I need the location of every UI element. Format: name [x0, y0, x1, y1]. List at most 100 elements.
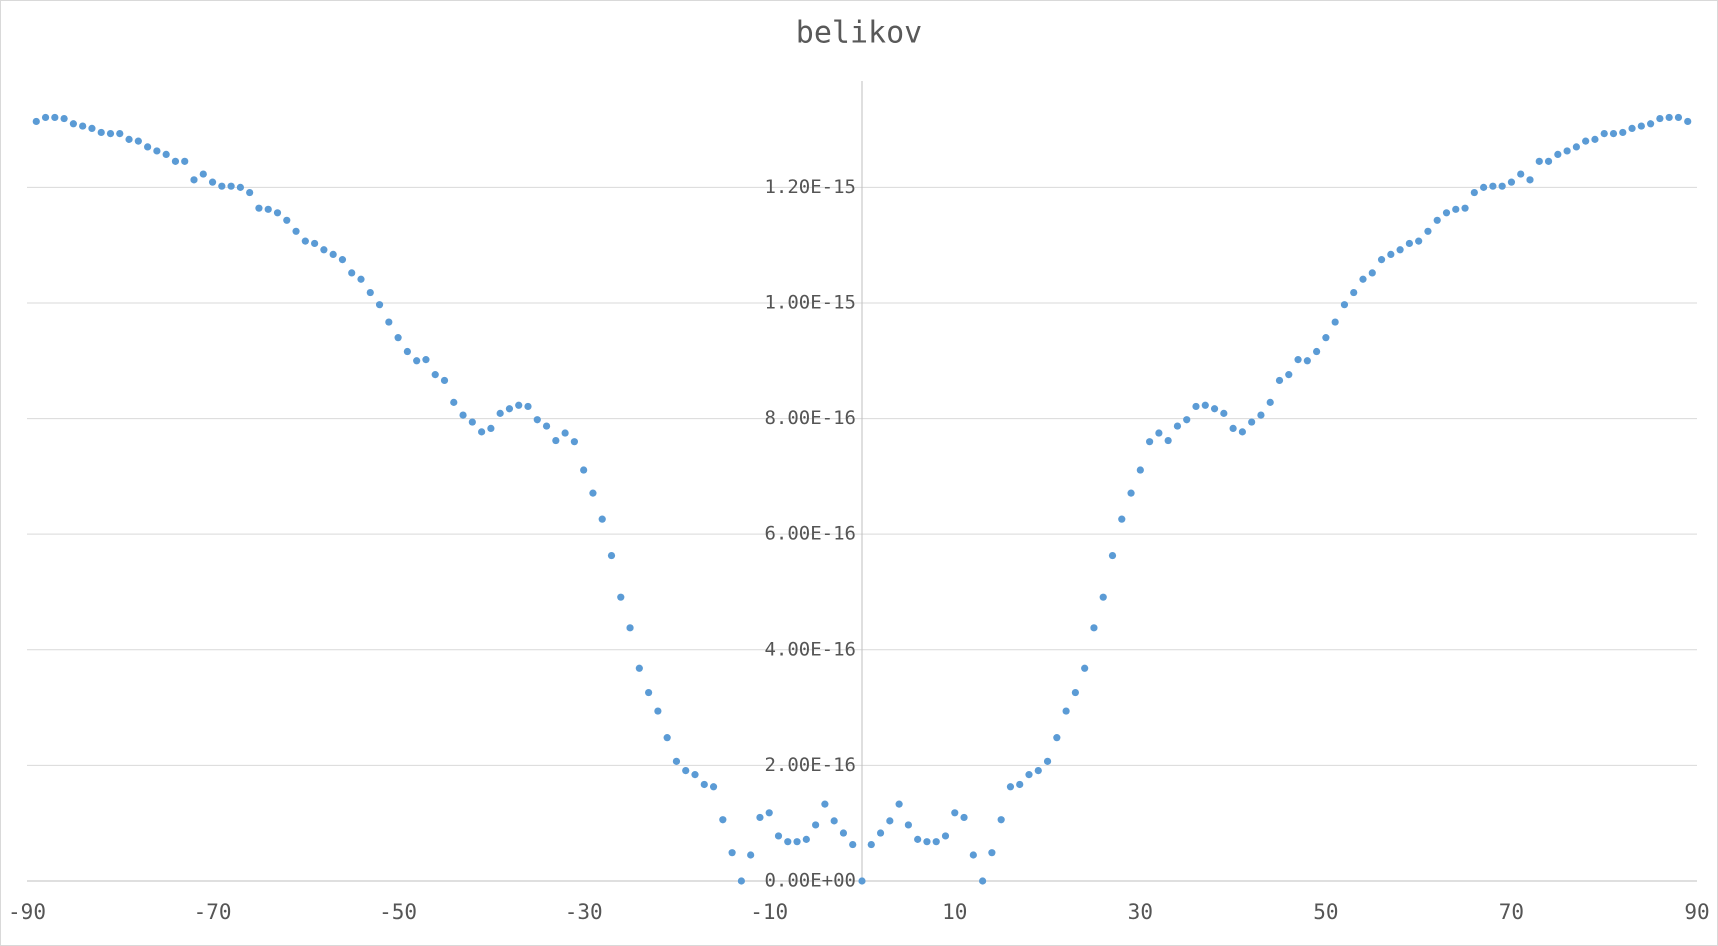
data-point	[329, 250, 337, 259]
data-point	[1350, 288, 1358, 297]
data-point	[1489, 182, 1497, 190]
data-point	[440, 376, 449, 385]
data-point	[60, 114, 68, 123]
data-point	[1016, 780, 1024, 789]
y-tick-label: 8.00E-16	[764, 407, 856, 429]
data-point	[1563, 147, 1571, 155]
data-point	[162, 150, 170, 159]
data-point	[1071, 688, 1079, 697]
data-point	[227, 182, 235, 190]
data-point	[1452, 205, 1460, 213]
data-point	[691, 771, 699, 779]
data-point	[1313, 347, 1321, 356]
chart-title: belikov	[796, 16, 922, 51]
data-point	[570, 438, 578, 446]
data-point	[756, 813, 764, 822]
data-point	[69, 120, 77, 128]
data-point	[682, 766, 690, 775]
data-point	[338, 256, 347, 264]
x-tick-label: 50	[1313, 900, 1338, 924]
data-point	[988, 849, 996, 857]
x-tick-label: 30	[1128, 900, 1153, 924]
data-point	[941, 832, 950, 840]
data-point	[1582, 137, 1590, 145]
data-point	[598, 515, 606, 523]
data-point	[79, 122, 87, 130]
data-point	[478, 428, 486, 436]
data-point	[1238, 428, 1246, 436]
data-point	[1405, 239, 1413, 248]
data-point	[1043, 757, 1052, 765]
data-point	[1424, 227, 1432, 235]
data-point	[1127, 489, 1135, 497]
data-point	[626, 624, 634, 632]
data-point	[561, 429, 569, 437]
data-point	[190, 176, 198, 184]
x-tick-label: -50	[379, 900, 417, 924]
data-point	[1340, 301, 1349, 309]
data-point	[1628, 124, 1636, 132]
data-point	[422, 356, 430, 364]
data-point	[1136, 466, 1144, 474]
data-point	[737, 877, 745, 885]
data-point	[886, 817, 894, 825]
data-point	[246, 188, 254, 197]
data-point	[134, 137, 142, 145]
data-point	[468, 418, 476, 426]
data-point	[533, 416, 541, 424]
data-point	[1006, 783, 1015, 791]
data-point	[589, 489, 597, 497]
data-point	[774, 832, 783, 840]
data-point	[747, 851, 755, 859]
data-point	[171, 157, 180, 165]
data-point	[839, 829, 848, 837]
data-point	[1266, 398, 1274, 406]
data-point	[385, 318, 393, 326]
data-point	[1415, 237, 1423, 245]
data-point	[960, 813, 968, 822]
data-point	[1294, 356, 1302, 364]
data-point	[923, 838, 931, 846]
data-point	[1081, 664, 1089, 672]
data-point	[255, 204, 263, 212]
data-point	[951, 809, 959, 817]
data-point	[505, 405, 514, 413]
data-point	[914, 835, 922, 843]
data-point	[969, 851, 977, 859]
data-point	[709, 783, 718, 791]
data-point	[199, 170, 207, 178]
data-point	[1480, 183, 1488, 191]
data-point	[617, 593, 625, 601]
x-tick-label: 10	[942, 900, 967, 924]
data-point	[311, 239, 319, 248]
data-point	[821, 800, 829, 808]
data-point	[1368, 269, 1376, 277]
data-point	[1535, 157, 1543, 165]
data-point	[719, 816, 727, 824]
data-point	[218, 182, 226, 190]
data-point	[830, 817, 838, 825]
y-tick-label: 6.00E-16	[764, 523, 856, 545]
y-tick-label: 4.00E-16	[764, 638, 856, 660]
x-tick-label: -10	[750, 900, 788, 924]
data-point	[450, 398, 458, 406]
data-point	[524, 402, 532, 411]
data-point	[1183, 416, 1191, 424]
data-point	[1609, 130, 1618, 138]
data-point	[1201, 401, 1209, 409]
data-point	[413, 357, 421, 365]
data-point	[1322, 334, 1330, 342]
data-point	[1229, 424, 1237, 432]
data-point	[1656, 114, 1664, 123]
data-point	[700, 780, 708, 789]
data-point	[1572, 143, 1580, 151]
data-point	[728, 849, 736, 857]
data-point	[1248, 418, 1256, 426]
y-tick-label: 1.00E-15	[764, 291, 856, 313]
data-point	[895, 800, 903, 808]
data-point	[264, 205, 272, 213]
data-point	[1062, 707, 1070, 715]
data-point	[1470, 188, 1478, 197]
